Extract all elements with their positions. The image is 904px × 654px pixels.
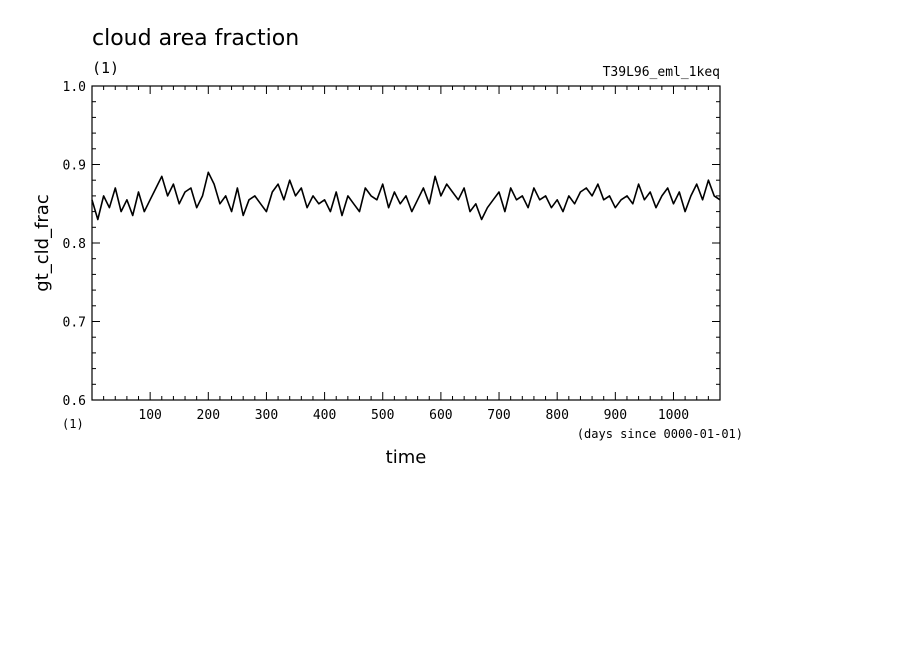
y-tick-labels: 0.6 0.7 0.8 0.9 1.0 — [63, 80, 86, 409]
y-tick-label: 0.8 — [63, 237, 86, 252]
y-tick-label: 0.9 — [63, 159, 86, 174]
run-label: T39L96_eml_1keq — [603, 65, 720, 80]
x-tick-label: 100 — [138, 408, 161, 423]
x-tick-label: 500 — [371, 408, 394, 423]
x-tick-label: 200 — [197, 408, 220, 423]
y-axis-units: (1) — [62, 417, 84, 431]
y-axis-label: gt_cld_frac — [32, 194, 53, 291]
x-tick-label: 600 — [429, 408, 452, 423]
chart-title: cloud area fraction — [92, 26, 299, 51]
x-axis-label: time — [386, 447, 427, 468]
plot-frame — [91, 85, 721, 401]
x-axis-units: (days since 0000-01-01) — [577, 427, 743, 441]
x-tick-label: 700 — [487, 408, 510, 423]
x-tick-label: 800 — [545, 408, 568, 423]
chart-units: (1) — [92, 59, 119, 77]
x-tick-label: 1000 — [658, 408, 689, 423]
y-tick-label: 0.7 — [63, 316, 86, 331]
x-tick-label: 900 — [604, 408, 627, 423]
x-tick-labels: 100 200 300 400 500 600 700 800 900 1000 — [138, 408, 689, 423]
series-line — [91, 171, 721, 221]
x-tick-label: 400 — [313, 408, 336, 423]
x-tick-label: 300 — [255, 408, 278, 423]
axis-ticks — [92, 86, 720, 400]
y-tick-label: 1.0 — [63, 80, 86, 95]
y-tick-label: 0.6 — [63, 394, 86, 409]
